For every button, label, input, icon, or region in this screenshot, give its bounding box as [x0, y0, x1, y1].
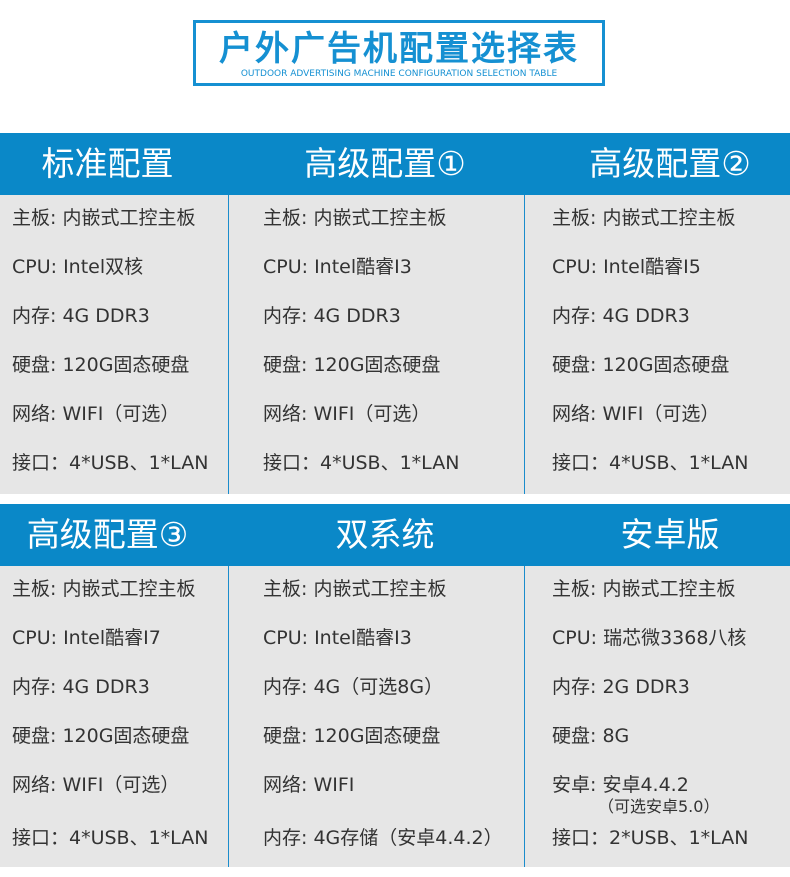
spec-row: 接口：4*USB、1*LAN	[12, 451, 208, 475]
page-title: 户外广告机配置选择表	[219, 29, 579, 69]
spec-text: 网络: WIFI（可选）	[12, 403, 180, 425]
spec-row: 主板: 内嵌式工控主板	[12, 206, 195, 230]
spec-text: CPU: Intel双核	[12, 256, 144, 278]
spec-row: 接口：4*USB、1*LAN	[12, 826, 208, 850]
spec-text: 内存: 4G DDR3	[552, 305, 690, 327]
spec-row: 内存: 4G存储（安卓4.4.2）	[263, 826, 503, 850]
spec-text: 接口：4*USB、1*LAN	[12, 452, 209, 474]
spec-text: CPU: Intel酷睿I3	[263, 627, 412, 649]
spec-row: 内存: 4G DDR3	[552, 304, 690, 328]
spec-text: 网络: WIFI（可选）	[263, 403, 431, 425]
spec-text: 主板: 内嵌式工控主板	[263, 207, 447, 229]
spec-row: 主板: 内嵌式工控主板	[263, 577, 446, 601]
spec-row: 接口：4*USB、1*LAN	[263, 451, 459, 475]
spec-text: 接口：4*USB、1*LAN	[263, 452, 460, 474]
spec-text: 接口：2*USB、1*LAN	[552, 827, 749, 849]
divider	[524, 195, 525, 494]
spec-row: 内存: 4G DDR3	[263, 304, 401, 328]
page-subtitle: OUTDOOR ADVERTISING MACHINE CONFIGURATIO…	[240, 69, 558, 79]
config-header: 标准配置	[41, 144, 174, 183]
spec-text: CPU: 瑞芯微3368八核	[552, 627, 747, 649]
spec-text: 网络: WIFI（可选）	[552, 403, 720, 425]
spec-text: 硬盘: 120G固态硬盘	[263, 354, 441, 376]
spec-row: 网络: WIFI（可选）	[12, 402, 179, 426]
spec-row: 接口：2*USB、1*LAN	[552, 826, 748, 850]
spec-row: CPU: Intel双核	[12, 255, 143, 279]
spec-row: 主板: 内嵌式工控主板	[552, 206, 735, 230]
section-2-header-bar	[0, 504, 790, 566]
spec-row: 内存: 4G（可选8G）	[263, 675, 443, 699]
spec-row: 硬盘: 120G固态硬盘	[263, 724, 440, 748]
spec-text: 安卓: 安卓4.4.2	[552, 774, 689, 796]
config-header: 安卓版	[620, 515, 720, 554]
spec-text: 主板: 内嵌式工控主板	[552, 207, 736, 229]
spec-text: 主板: 内嵌式工控主板	[12, 207, 196, 229]
spec-text: CPU: Intel酷睿I7	[12, 627, 161, 649]
divider	[228, 195, 229, 494]
spec-text: 硬盘: 120G固态硬盘	[552, 354, 730, 376]
spec-row: 主板: 内嵌式工控主板	[263, 206, 446, 230]
spec-row: 硬盘: 120G固态硬盘	[12, 353, 189, 377]
config-header: 高级配置②	[589, 144, 751, 183]
spec-row: 网络: WIFI（可选）	[552, 402, 719, 426]
spec-text: 硬盘: 120G固态硬盘	[12, 354, 190, 376]
spec-text: 接口：4*USB、1*LAN	[552, 452, 749, 474]
spec-row: CPU: Intel酷睿I3	[263, 255, 412, 279]
spec-text: 内存: 4G（可选8G）	[263, 676, 444, 698]
spec-row: 主板: 内嵌式工控主板	[552, 577, 735, 601]
spec-text: 主板: 内嵌式工控主板	[263, 578, 447, 600]
spec-text: 硬盘: 120G固态硬盘	[263, 725, 441, 747]
spec-text: 硬盘: 120G固态硬盘	[12, 725, 190, 747]
spec-row: 硬盘: 8G	[552, 724, 629, 748]
section-1-body	[0, 195, 790, 494]
spec-note: （可选安卓5.0）	[598, 797, 720, 816]
spec-row: CPU: Intel酷睿I7	[12, 626, 161, 650]
spec-row: 主板: 内嵌式工控主板	[12, 577, 195, 601]
divider	[524, 566, 525, 867]
spec-row: 网络: WIFI（可选）	[12, 773, 179, 797]
spec-text: 内存: 4G存储（安卓4.4.2）	[263, 827, 503, 849]
title-box: 户外广告机配置选择表 OUTDOOR ADVERTISING MACHINE C…	[193, 20, 605, 86]
spec-text: 内存: 4G DDR3	[263, 305, 401, 327]
spec-row: CPU: Intel酷睿I3	[263, 626, 412, 650]
spec-row: 内存: 4G DDR3	[12, 304, 150, 328]
spec-row: CPU: 瑞芯微3368八核	[552, 626, 746, 650]
divider	[228, 566, 229, 867]
spec-row: 安卓: 安卓4.4.2 （可选安卓5.0）	[552, 773, 719, 817]
spec-text: 主板: 内嵌式工控主板	[12, 578, 196, 600]
spec-text: 内存: 2G DDR3	[552, 676, 690, 698]
spec-text: 主板: 内嵌式工控主板	[552, 578, 736, 600]
spec-text: CPU: Intel酷睿I3	[263, 256, 412, 278]
spec-text: 网络: WIFI	[263, 774, 355, 796]
spec-text: 硬盘: 8G	[552, 725, 630, 747]
spec-row: 硬盘: 120G固态硬盘	[263, 353, 440, 377]
spec-row: 内存: 4G DDR3	[12, 675, 150, 699]
spec-text: 内存: 4G DDR3	[12, 305, 150, 327]
spec-row: 硬盘: 120G固态硬盘	[552, 353, 729, 377]
config-header: 高级配置③	[26, 515, 189, 554]
spec-text: 网络: WIFI（可选）	[12, 774, 180, 796]
spec-row: 网络: WIFI（可选）	[263, 402, 430, 426]
config-header: 高级配置①	[304, 144, 466, 183]
spec-row: 网络: WIFI	[263, 773, 354, 797]
spec-row: CPU: Intel酷睿I5	[552, 255, 701, 279]
section-1-header-bar	[0, 133, 790, 195]
spec-text: 接口：4*USB、1*LAN	[12, 827, 209, 849]
spec-text: CPU: Intel酷睿I5	[552, 256, 701, 278]
spec-row: 接口：4*USB、1*LAN	[552, 451, 748, 475]
spec-row: 内存: 2G DDR3	[552, 675, 690, 699]
config-header: 双系统	[335, 515, 435, 554]
section-2-body	[0, 566, 790, 867]
spec-row: 硬盘: 120G固态硬盘	[12, 724, 189, 748]
spec-text: 内存: 4G DDR3	[12, 676, 150, 698]
